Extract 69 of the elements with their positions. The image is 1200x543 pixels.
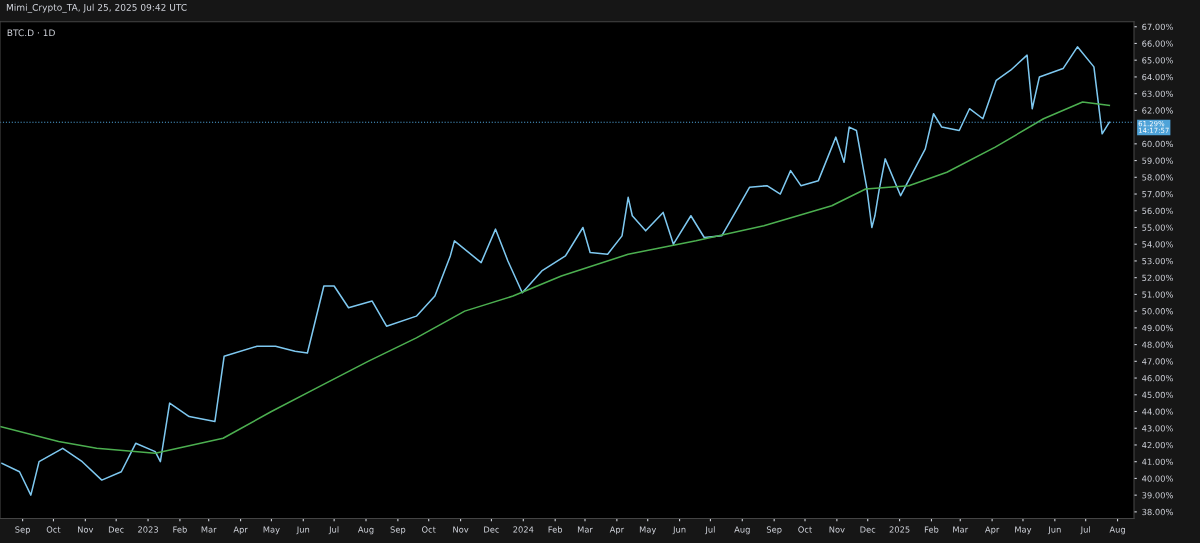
y-tick-label: 43.00% — [1142, 425, 1173, 432]
y-tick-label: 66.00% — [1142, 40, 1173, 47]
x-tick-label: Jun — [296, 526, 310, 535]
y-tick-label: 49.00% — [1142, 324, 1173, 332]
y-tick-label: 39.00% — [1142, 492, 1173, 499]
x-tick-label: Aug — [734, 526, 750, 535]
y-tick-label: 53.00% — [1142, 257, 1173, 265]
y-tick-label: 58.00% — [1142, 174, 1173, 181]
x-tick-label: Jun — [1047, 526, 1061, 535]
x-tick-label: Oct — [798, 526, 813, 533]
y-tick-label: 55.00% — [1142, 224, 1173, 231]
y-tick-label: 57.00% — [1142, 191, 1173, 198]
y-tick-label: 60.00% — [1142, 140, 1173, 148]
text: BTC.D · 1D — [7, 29, 55, 37]
x-tick-label: May — [1015, 526, 1032, 535]
y-tick-label: 47.00% — [1142, 358, 1173, 365]
x-tick-label: Aug — [1109, 526, 1125, 535]
y-tick-label: 67.00% — [1142, 23, 1173, 31]
x-tick-label: Jul — [1080, 526, 1090, 535]
y-tick-label: 41.00% — [1142, 458, 1173, 465]
text: Mimi_Crypto_TA, Jul 25, 2025 09:42 UTC — [6, 3, 187, 13]
x-tick-label: Dec — [860, 526, 876, 533]
x-tick-label: Feb — [548, 526, 563, 533]
line-series — [1, 46, 1111, 496]
x-tick-label: Sep — [766, 526, 782, 535]
y-tick-label: 45.00% — [1142, 391, 1173, 399]
x-tick-label: May — [639, 526, 657, 535]
x-tick-label: May — [263, 526, 280, 535]
y-tick-label: 63.00% — [1142, 90, 1173, 97]
x-tick-label: Dec — [484, 526, 499, 533]
x-tick-label: Nov — [829, 526, 845, 533]
x-tick-label: 2025 — [889, 526, 910, 533]
x-tick-label: Apr — [233, 526, 248, 535]
x-tick-label: Jul — [328, 526, 339, 535]
y-tick-label: 44.00% — [1142, 408, 1173, 415]
y-tick-label: 38.00% — [1142, 508, 1173, 516]
x-tick-label: Mar — [577, 526, 593, 533]
x-tick-label: Apr — [609, 526, 625, 535]
y-tick-label: 62.00% — [1142, 107, 1173, 114]
y-tick-label: 42.00% — [1142, 441, 1173, 449]
x-tick-label: Nov — [78, 526, 94, 533]
y-tick-label: 50.00% — [1142, 308, 1173, 315]
x-tick-label: Jul — [704, 526, 715, 535]
y-tick-label: 54.00% — [1142, 241, 1173, 248]
x-tick-label: Mar — [953, 526, 969, 533]
x-tick-label: Mar — [201, 526, 217, 533]
x-tick-label: Nov — [453, 526, 469, 533]
y-tick-label: 52.00% — [1142, 274, 1173, 281]
line-series — [0, 101, 1111, 455]
x-tick-label: Oct — [46, 526, 61, 533]
y-tick-label: 56.00% — [1142, 207, 1173, 215]
x-tick-label: Oct — [421, 526, 436, 533]
x-tick-label: 2023 — [138, 526, 158, 533]
y-tick-label: 59.00% — [1142, 157, 1173, 164]
x-tick-label: Sep — [15, 526, 31, 535]
x-tick-label: Sep — [390, 526, 406, 535]
x-tick-label: Feb — [173, 526, 187, 533]
y-tick-label: 40.00% — [1142, 475, 1173, 482]
y-tick-label: 48.00% — [1142, 341, 1173, 348]
x-tick-label: Feb — [924, 526, 939, 533]
y-tick-label: 64.00% — [1142, 73, 1173, 81]
y-tick-label: 46.00% — [1142, 375, 1173, 382]
x-tick-label: Dec — [108, 526, 124, 533]
x-tick-label: Jun — [672, 526, 686, 535]
x-tick-label: 2024 — [513, 526, 534, 533]
x-tick-label: Apr — [984, 526, 1000, 535]
y-tick-label: 51.00% — [1142, 291, 1173, 298]
y-tick-label: 65.00% — [1142, 57, 1173, 64]
x-tick-label: Aug — [357, 526, 374, 535]
